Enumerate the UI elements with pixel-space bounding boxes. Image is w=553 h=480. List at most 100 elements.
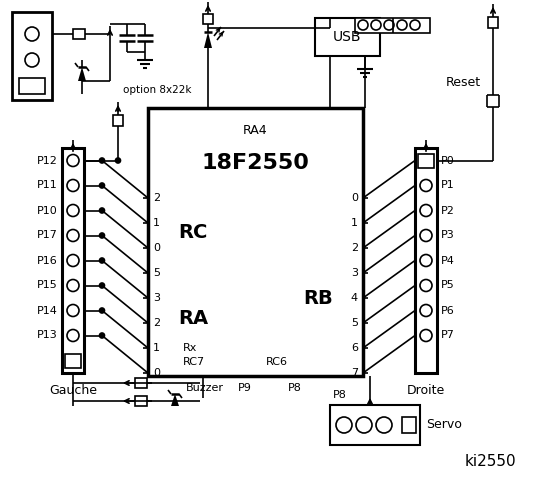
Circle shape	[116, 158, 121, 163]
Circle shape	[100, 208, 105, 213]
Text: 2: 2	[153, 193, 160, 203]
Text: 3: 3	[351, 268, 358, 278]
Bar	[62, 148, 84, 373]
Text: RA4: RA4	[243, 123, 268, 136]
Circle shape	[336, 417, 352, 433]
Circle shape	[420, 155, 432, 167]
Text: Droite: Droite	[407, 384, 445, 397]
Bar	[19, 78, 45, 94]
Text: P15: P15	[37, 280, 58, 290]
Circle shape	[420, 229, 432, 241]
Text: RC7: RC7	[183, 357, 205, 367]
Text: 4: 4	[351, 293, 358, 303]
Bar	[415, 148, 437, 373]
Circle shape	[67, 204, 79, 216]
Bar	[418, 154, 434, 168]
Text: Gauche: Gauche	[49, 384, 97, 397]
Bar	[488, 16, 498, 27]
Text: P12: P12	[37, 156, 58, 166]
Text: P16: P16	[37, 255, 58, 265]
Bar	[113, 115, 123, 125]
Text: P17: P17	[37, 230, 58, 240]
Circle shape	[67, 279, 79, 291]
Text: P14: P14	[37, 305, 58, 315]
Text: 5: 5	[153, 268, 160, 278]
Bar	[135, 378, 147, 388]
Text: RC6: RC6	[265, 357, 288, 367]
Bar	[402, 417, 416, 433]
Circle shape	[100, 308, 105, 313]
Text: 0: 0	[153, 243, 160, 253]
Polygon shape	[171, 394, 179, 406]
Text: ki2550: ki2550	[464, 455, 516, 469]
Circle shape	[100, 158, 105, 163]
Text: P5: P5	[441, 280, 455, 290]
Text: P10: P10	[37, 205, 58, 216]
Circle shape	[100, 233, 105, 238]
Text: P2: P2	[441, 205, 455, 216]
Circle shape	[420, 279, 432, 291]
Bar	[65, 353, 81, 368]
Circle shape	[67, 229, 79, 241]
Text: USB: USB	[333, 30, 362, 44]
Text: 7: 7	[351, 368, 358, 378]
Text: RB: RB	[303, 288, 333, 308]
Bar	[330, 405, 420, 445]
Polygon shape	[78, 67, 86, 81]
Text: Reset: Reset	[446, 76, 481, 89]
Bar	[148, 108, 363, 376]
Bar	[135, 396, 147, 406]
Circle shape	[371, 20, 381, 30]
Circle shape	[397, 20, 407, 30]
Text: 2: 2	[153, 318, 160, 328]
Circle shape	[358, 20, 368, 30]
Text: P0: P0	[441, 156, 455, 166]
Circle shape	[420, 180, 432, 192]
Text: 1: 1	[153, 218, 160, 228]
Text: 5: 5	[351, 318, 358, 328]
Text: P8: P8	[333, 390, 347, 400]
Text: 1: 1	[351, 218, 358, 228]
Text: Servo: Servo	[426, 419, 462, 432]
Circle shape	[100, 258, 105, 263]
Bar	[73, 29, 85, 39]
Circle shape	[100, 283, 105, 288]
Circle shape	[67, 254, 79, 266]
Bar	[203, 14, 213, 24]
Circle shape	[67, 329, 79, 341]
Circle shape	[420, 204, 432, 216]
Text: P6: P6	[441, 305, 455, 315]
Circle shape	[67, 180, 79, 192]
Circle shape	[376, 417, 392, 433]
Circle shape	[100, 333, 105, 338]
Circle shape	[420, 329, 432, 341]
Text: P13: P13	[37, 331, 58, 340]
Text: RA: RA	[178, 309, 208, 327]
Text: 3: 3	[153, 293, 160, 303]
Circle shape	[356, 417, 372, 433]
Text: P11: P11	[37, 180, 58, 191]
Text: option 8x22k: option 8x22k	[123, 85, 191, 95]
Text: Buzzer: Buzzer	[186, 383, 224, 393]
Circle shape	[67, 304, 79, 316]
Bar	[355, 18, 430, 33]
Text: P7: P7	[441, 331, 455, 340]
Circle shape	[420, 254, 432, 266]
Text: P9: P9	[238, 383, 252, 393]
Text: 18F2550: 18F2550	[201, 153, 310, 173]
Text: P8: P8	[288, 383, 302, 393]
Text: P1: P1	[441, 180, 455, 191]
Circle shape	[67, 155, 79, 167]
Circle shape	[410, 20, 420, 30]
Circle shape	[420, 304, 432, 316]
Text: 0: 0	[153, 368, 160, 378]
Text: P4: P4	[441, 255, 455, 265]
Circle shape	[25, 53, 39, 67]
Text: Rx: Rx	[183, 343, 197, 353]
Circle shape	[100, 183, 105, 188]
Text: 0: 0	[351, 193, 358, 203]
Bar	[315, 18, 380, 56]
Bar	[12, 12, 52, 100]
Text: 6: 6	[351, 343, 358, 353]
Text: 2: 2	[351, 243, 358, 253]
